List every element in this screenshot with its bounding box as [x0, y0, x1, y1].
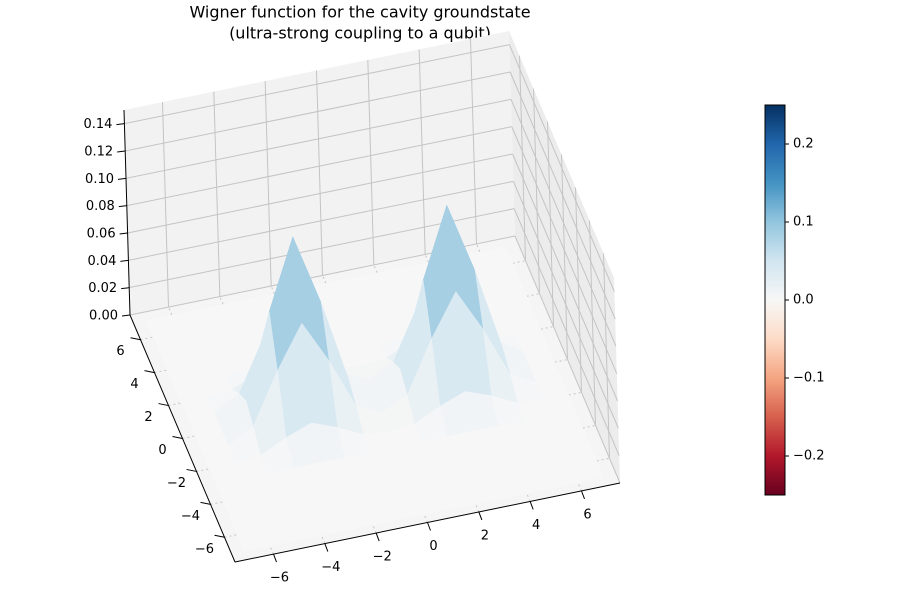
tick-mark	[324, 543, 329, 552]
x-tick-label: 0	[429, 539, 437, 554]
colorbar-tick-label: −0.1	[793, 371, 825, 386]
grid-line	[513, 208, 620, 456]
z-tick-label: 0.08	[86, 199, 115, 214]
tick-mark	[117, 150, 126, 153]
grid-line	[547, 121, 554, 327]
grid-line	[519, 55, 526, 261]
z-tick-label: 0.14	[83, 117, 112, 132]
grid-line	[510, 99, 617, 347]
chart-title: (ultra-strong coupling to a qubit)	[229, 24, 491, 43]
grid-line	[367, 59, 375, 265]
y-tick-label: −2	[167, 476, 186, 491]
chart-title: Wigner function for the cavity groundsta…	[189, 3, 530, 22]
x-tick-label: 4	[532, 518, 540, 533]
grid-line	[511, 126, 618, 374]
x-tick-label: 6	[583, 507, 591, 522]
y-tick-label: 4	[130, 377, 138, 392]
grid-line	[575, 187, 582, 393]
z-tick-label: 0.06	[87, 227, 116, 242]
colorbar-tick-label: 0.0	[793, 293, 814, 308]
tick-mark	[200, 501, 211, 505]
axis-line	[123, 109, 131, 316]
grid-line	[509, 71, 616, 320]
grid-line	[128, 180, 514, 261]
tick-mark	[144, 370, 155, 374]
tick-mark	[121, 314, 131, 317]
grid-line	[125, 71, 511, 152]
x-tick-label: 2	[481, 528, 489, 543]
colorbar-tick-label: 0.2	[793, 137, 814, 152]
tick-mark	[529, 501, 534, 510]
z-tick-label: 0.00	[89, 309, 118, 324]
grid-line	[589, 220, 596, 426]
grid-line	[418, 49, 426, 255]
grid-line	[508, 44, 615, 292]
grid-line	[213, 91, 221, 297]
y-tick-label: −6	[195, 542, 214, 557]
grid-line	[316, 70, 323, 276]
grid-line	[512, 153, 619, 402]
tick-mark	[158, 403, 169, 407]
tick-mark	[121, 287, 130, 290]
z-tick-label: 0.10	[85, 172, 114, 187]
x-tick-label: −2	[373, 550, 392, 565]
tick-mark	[172, 436, 183, 439]
grid-line	[561, 154, 568, 360]
y-tick-label: −4	[181, 509, 200, 524]
tick-mark	[120, 259, 129, 262]
tick-mark	[119, 232, 128, 235]
tick-mark	[130, 337, 141, 341]
tick-mark	[581, 490, 585, 500]
grid-line	[125, 98, 512, 179]
tick-mark	[375, 532, 380, 542]
y-tick-label: 0	[158, 443, 166, 458]
x-tick-label: −4	[321, 560, 340, 575]
tick-mark	[478, 511, 483, 521]
x-tick-label: −6	[270, 571, 289, 586]
z-tick-label: 0.04	[87, 254, 116, 269]
tick-mark	[116, 123, 125, 126]
grid-line	[124, 44, 510, 125]
grid-line	[512, 181, 619, 429]
grid-line	[126, 126, 512, 207]
grid-line	[162, 102, 169, 308]
grid-line	[514, 235, 621, 484]
tick-mark	[273, 553, 277, 563]
grid-line	[264, 81, 272, 287]
colorbar	[764, 104, 786, 496]
colorbar-tick-label: 0.1	[793, 215, 814, 230]
surface-patch	[237, 529, 271, 552]
z-tick-label: 0.12	[84, 145, 113, 160]
grid-line	[470, 38, 477, 244]
y-tick-label: 2	[144, 410, 152, 425]
grid-line	[603, 253, 610, 459]
z-tick-label: 0.02	[88, 281, 117, 296]
grid-line	[127, 153, 513, 234]
y-tick-label: 6	[116, 344, 124, 359]
grid-line	[533, 88, 540, 294]
colorbar-tick-label: −0.2	[793, 449, 825, 464]
tick-mark	[117, 177, 127, 180]
tick-mark	[118, 205, 127, 208]
tick-mark	[427, 522, 431, 531]
tick-mark	[186, 468, 197, 472]
tick-mark	[214, 534, 225, 538]
